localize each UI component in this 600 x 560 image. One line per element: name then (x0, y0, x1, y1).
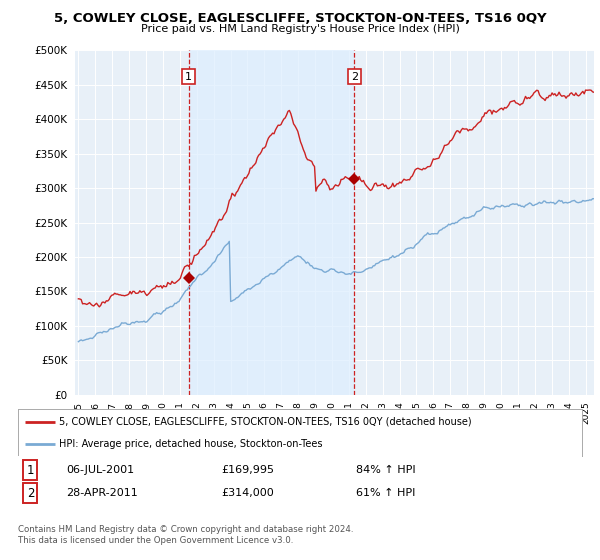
Text: 5, COWLEY CLOSE, EAGLESCLIFFE, STOCKTON-ON-TEES, TS16 0QY (detached house): 5, COWLEY CLOSE, EAGLESCLIFFE, STOCKTON-… (59, 417, 472, 427)
Text: Price paid vs. HM Land Registry's House Price Index (HPI): Price paid vs. HM Land Registry's House … (140, 24, 460, 34)
Bar (188, 50, 354, 395)
Text: 2: 2 (26, 487, 34, 500)
Text: 84% ↑ HPI: 84% ↑ HPI (356, 465, 416, 475)
Text: 5, COWLEY CLOSE, EAGLESCLIFFE, STOCKTON-ON-TEES, TS16 0QY: 5, COWLEY CLOSE, EAGLESCLIFFE, STOCKTON-… (53, 12, 547, 25)
Text: 06-JUL-2001: 06-JUL-2001 (66, 465, 134, 475)
Text: HPI: Average price, detached house, Stockton-on-Tees: HPI: Average price, detached house, Stoc… (59, 438, 323, 449)
Text: £169,995: £169,995 (221, 465, 274, 475)
Text: 28-APR-2011: 28-APR-2011 (66, 488, 137, 498)
Text: £314,000: £314,000 (221, 488, 274, 498)
Text: 61% ↑ HPI: 61% ↑ HPI (356, 488, 416, 498)
Text: 2: 2 (351, 72, 358, 82)
Text: 1: 1 (26, 464, 34, 477)
Text: Contains HM Land Registry data © Crown copyright and database right 2024.
This d: Contains HM Land Registry data © Crown c… (18, 525, 353, 545)
Text: 1: 1 (185, 72, 192, 82)
